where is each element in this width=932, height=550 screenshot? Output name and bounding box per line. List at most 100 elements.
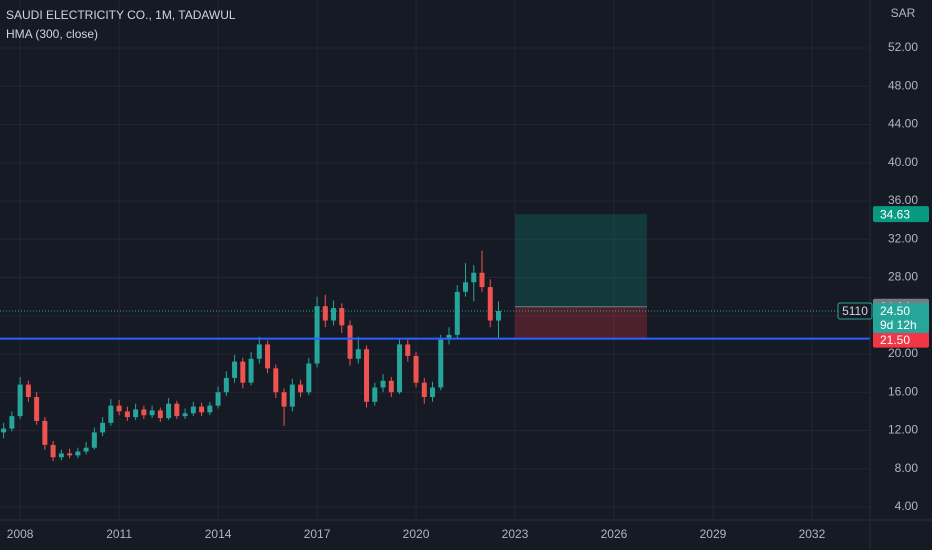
x-tick-label: 2011 [106,527,132,541]
candle-body [83,447,89,452]
price-label-box [873,206,929,223]
candle-body [421,382,427,398]
y-tick-label: 52.00 [888,40,918,54]
candle-body [174,403,180,417]
candle-body [339,308,345,326]
profit-zone [515,214,647,307]
candle-body [256,344,262,359]
y-tick-label: 28.00 [888,270,918,284]
x-tick-label: 2032 [799,527,826,541]
candle-body [479,272,485,288]
candle-body [240,361,246,383]
last-price-label: 24.50 [880,304,910,318]
y-tick-label: 8.00 [895,461,919,475]
candle-body [157,410,163,419]
currency-label: SAR [891,6,916,20]
candle-body [380,380,386,388]
plot [0,214,870,462]
y-tick-label: 36.00 [888,193,918,207]
grid [0,0,870,520]
candle-body [67,453,73,456]
candle-body [25,384,31,398]
candle-body [182,413,188,417]
price-label: 21.50 [880,333,910,347]
symbol-label: 5110 [842,304,868,318]
candle-body [405,344,411,356]
candle-body [50,444,56,458]
candle-body [273,368,279,393]
candle-body [289,384,295,407]
y-tick-label: 16.00 [888,384,918,398]
y-tick-label: 4.00 [895,499,919,513]
candle-body [322,306,328,321]
candle-body [108,405,114,423]
candle-body [100,422,106,433]
x-tick-label: 2020 [403,527,430,541]
candle-body [223,377,229,393]
x-tick-label: 2014 [205,527,232,541]
candle-body [133,409,139,418]
x-tick-label: 2029 [700,527,727,541]
chart-title: SAUDI ELECTRICITY CO., 1M, TADAWUL [6,8,236,22]
candle-body [215,392,221,406]
candle-body [388,380,394,393]
candle-body [190,406,196,414]
candle-body [397,344,403,393]
price-label: 34.63 [880,207,910,221]
axes: 4.008.0012.0016.0020.0024.0028.0032.0036… [7,40,929,541]
y-tick-label: 40.00 [888,155,918,169]
candle-body [446,334,452,340]
candle-body [306,363,312,393]
candle-body [9,416,15,429]
candle-body [314,306,320,364]
y-tick-label: 12.00 [888,423,918,437]
y-tick-label: 44.00 [888,117,918,131]
candle-body [413,355,419,383]
last-price-box [873,302,929,333]
candle-body [331,308,337,321]
candle-body [34,397,40,421]
candle-body [463,282,469,292]
candle-body [141,409,147,416]
loss-zone [515,306,647,340]
candle-body [364,349,370,402]
y-tick-label: 32.00 [888,231,918,245]
candle-body [42,420,48,445]
y-tick-label: 20.00 [888,346,918,360]
candle-body [471,272,477,283]
candle-body [347,325,353,359]
x-tick-label: 2026 [601,527,628,541]
x-tick-label: 2017 [304,527,331,541]
candle-body [355,349,361,359]
x-tick-label: 2023 [502,527,529,541]
price-label-box [873,331,929,348]
y-tick-label: 48.00 [888,78,918,92]
candle-body [75,451,81,456]
candle-body [149,410,155,416]
candle-body [281,392,287,407]
candle-body [1,428,7,433]
indicator-label: HMA (300, close) [6,27,98,41]
candle-body [17,384,23,417]
candle-body [91,432,97,448]
candle-body [265,344,271,369]
candle-body [124,411,130,418]
candle-body [199,406,205,413]
countdown-label: 9d 12h [880,318,917,332]
candle-body [372,387,378,402]
candle-body [166,403,172,419]
x-tick-label: 2008 [7,527,34,541]
candle-body [232,361,238,378]
symbol-box [837,302,873,320]
candle-body [207,405,213,413]
candle-body [58,453,64,458]
candle-body [298,384,304,393]
candle-body [438,339,444,388]
candle-body [454,291,460,335]
candle-body [430,387,436,398]
candle-body [496,310,502,321]
candle-body [248,358,254,383]
candle-body [116,405,122,412]
candle-body [487,287,493,321]
